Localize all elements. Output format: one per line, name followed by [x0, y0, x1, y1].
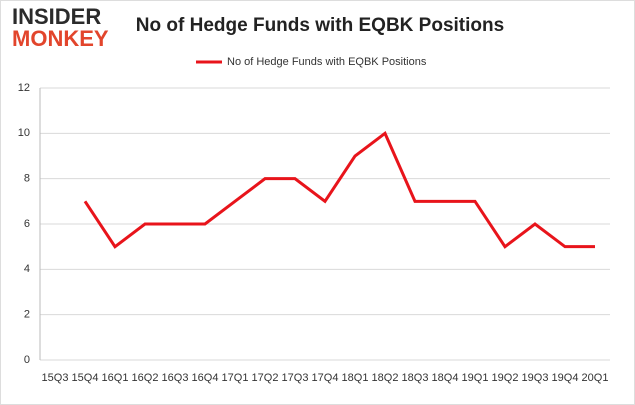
chart-title: No of Hedge Funds with EQBK Positions	[136, 15, 504, 36]
series-line	[83, 130, 595, 249]
x-tick-label: 15Q4	[72, 372, 99, 384]
y-tick-label: 8	[24, 173, 30, 185]
x-tick-label: 17Q4	[312, 372, 339, 384]
x-tick-label: 17Q3	[282, 372, 309, 384]
x-tick-label: 16Q2	[132, 372, 159, 384]
x-tick-label: 18Q3	[402, 372, 429, 384]
x-tick-label: 16Q4	[192, 372, 219, 384]
y-tick-label: 2	[24, 309, 30, 321]
x-tick-label: 16Q3	[162, 372, 189, 384]
y-tick-label: 10	[18, 127, 30, 139]
x-tick-label: 18Q4	[432, 372, 459, 384]
x-tick-label: 18Q2	[372, 372, 399, 384]
y-tick-label: 4	[24, 263, 30, 275]
y-tick-label: 0	[24, 354, 30, 366]
x-tick-label: 17Q2	[252, 372, 279, 384]
x-tick-label: 19Q1	[462, 372, 489, 384]
x-tick-label: 15Q3	[42, 372, 69, 384]
y-tick-label: 6	[24, 218, 30, 230]
x-tick-label: 20Q1	[582, 372, 609, 384]
legend-label: No of Hedge Funds with EQBK Positions	[227, 56, 427, 68]
x-tick-label: 16Q1	[102, 372, 129, 384]
x-tick-label: 17Q1	[222, 372, 249, 384]
x-tick-label: 18Q1	[342, 372, 369, 384]
x-tick-label: 19Q4	[552, 372, 579, 384]
y-tick-label: 12	[18, 82, 30, 94]
logo-top: INSIDER	[12, 4, 101, 29]
logo-bottom: MONKEY	[12, 26, 109, 51]
x-tick-label: 19Q2	[492, 372, 519, 384]
x-tick-label: 19Q3	[522, 372, 549, 384]
